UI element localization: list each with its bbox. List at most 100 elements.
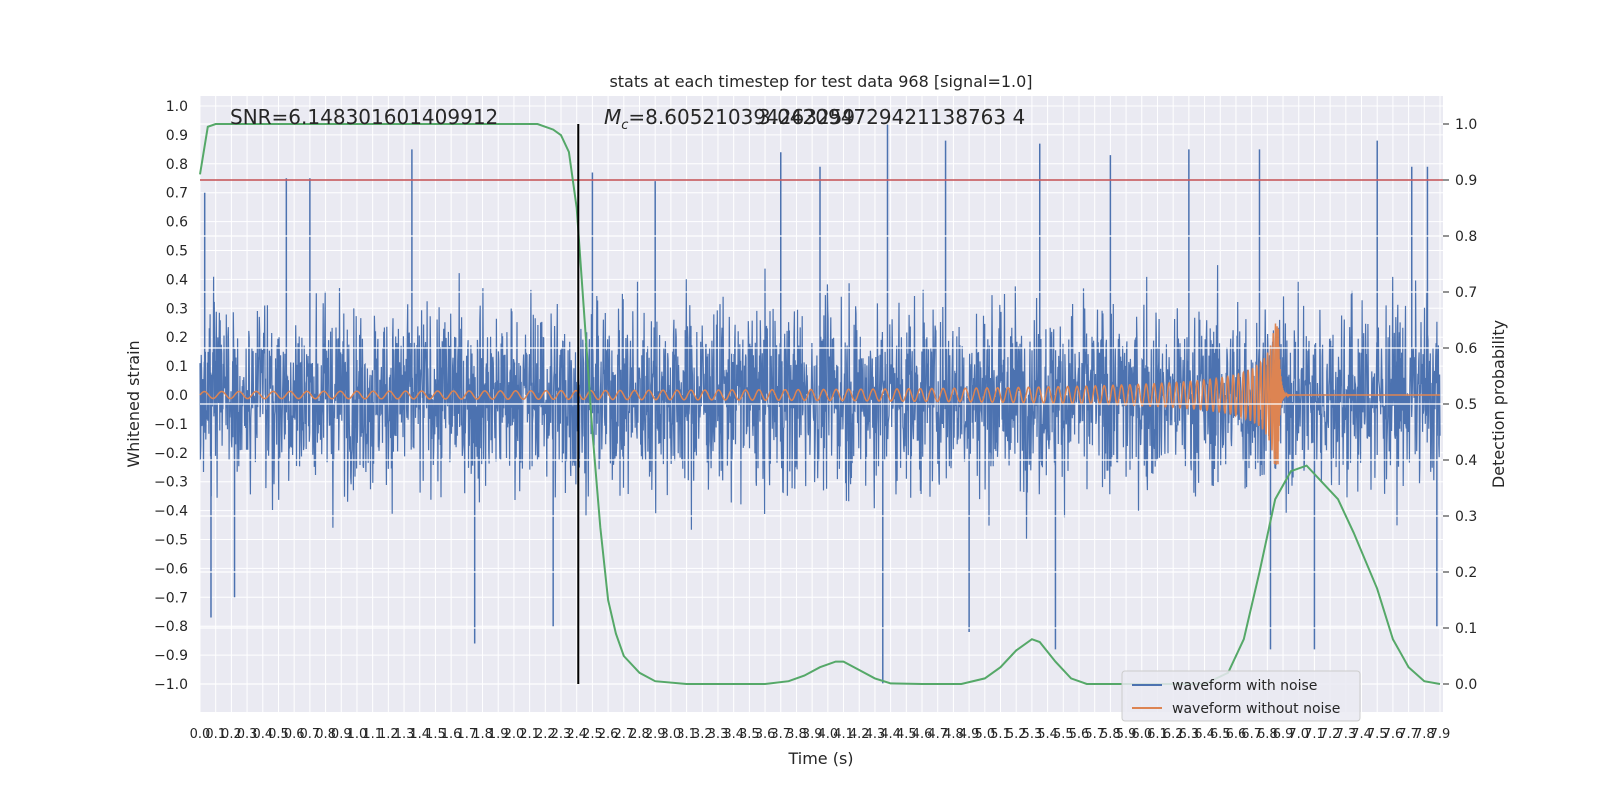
x-tick-label: 2.4 xyxy=(566,727,587,742)
x-tick-label: 3.7 xyxy=(770,727,791,742)
x-tick-label: 5.0 xyxy=(974,727,995,742)
x-tick-label: 2.0 xyxy=(504,727,525,742)
x-tick-label: 6.2 xyxy=(1163,727,1184,742)
y-right-tick-label: 0.4 xyxy=(1455,453,1477,469)
chirp-mass-symbol: M xyxy=(604,105,621,129)
y-left-tick-label: 1.0 xyxy=(166,99,188,115)
x-tick-label: 1.6 xyxy=(441,727,462,742)
y-left-tick-label: 0.0 xyxy=(166,388,188,404)
x-tick-label: 7.5 xyxy=(1367,727,1388,742)
x-tick-label: 0.3 xyxy=(237,727,258,742)
x-tick-label: 5.5 xyxy=(1053,727,1074,742)
series-detection-probability xyxy=(199,123,1441,685)
x-tick-label: 5.4 xyxy=(1037,727,1058,742)
snr-annotation: SNR=6.148301601409912 xyxy=(230,105,498,129)
x-tick-label: 6.4 xyxy=(1194,727,1215,742)
y-right-tick-label: 0.8 xyxy=(1455,229,1477,245)
y-left-tick-label: −0.3 xyxy=(154,475,188,491)
x-tick-label: 6.9 xyxy=(1273,727,1294,742)
x-tick-label: 7.9 xyxy=(1430,727,1451,742)
y-left-tick-label: 0.1 xyxy=(166,359,188,375)
x-tick-label: 5.7 xyxy=(1084,727,1105,742)
x-tick-label: 4.9 xyxy=(959,727,980,742)
x-tick-label: 0.4 xyxy=(252,727,273,742)
y-left-tick-label: −0.7 xyxy=(154,590,188,606)
y-left-tick-label: −0.5 xyxy=(154,533,188,549)
overlap-annotation: 3.042094729421138763 4 xyxy=(758,105,1025,129)
x-tick-label: 2.7 xyxy=(613,727,634,742)
x-tick-label: 2.5 xyxy=(582,727,603,742)
x-tick-label: 2.8 xyxy=(629,727,650,742)
x-tick-label: 1.4 xyxy=(409,727,430,742)
x-tick-label: 7.2 xyxy=(1320,727,1341,742)
x-tick-label: 7.7 xyxy=(1398,727,1419,742)
x-tick-label: 6.3 xyxy=(1179,727,1200,742)
x-tick-label: 3.2 xyxy=(692,727,713,742)
x-tick-label: 2.6 xyxy=(598,727,619,742)
y-left-tick-label: 0.5 xyxy=(166,244,188,260)
y-left-tick-label: 0.9 xyxy=(166,128,188,144)
axes-layer: −1.0 −0.9 −0.8 −0.7 −0.6 −0.5 −0.4 −0.3 −0.2 −0.1… xyxy=(154,99,1477,742)
x-tick-label: 5.6 xyxy=(1069,727,1090,742)
x-tick-label: 6.0 xyxy=(1131,727,1152,742)
x-tick-label: 7.1 xyxy=(1304,727,1325,742)
x-tick-label: 0.9 xyxy=(331,727,352,742)
x-tick-label: 6.8 xyxy=(1257,727,1278,742)
x-tick-label: 1.3 xyxy=(394,727,415,742)
x-tick-label: 7.6 xyxy=(1383,727,1404,742)
x-tick-label: 2.2 xyxy=(535,727,556,742)
y-axis-label-left: Whitened strain xyxy=(124,340,143,467)
y-right-tick-label: 0.1 xyxy=(1455,621,1477,637)
y-right-tick-label: 0.9 xyxy=(1455,173,1477,189)
chirp-mass-subscript: c xyxy=(621,118,628,133)
x-tick-label: 0.6 xyxy=(284,727,305,742)
y-right-tick-label: 0.0 xyxy=(1455,677,1477,693)
y-right-tick-label: 0.6 xyxy=(1455,341,1477,357)
x-tick-label: 6.7 xyxy=(1241,727,1262,742)
x-tick-label: 4.0 xyxy=(818,727,839,742)
x-tick-label: 7.0 xyxy=(1288,727,1309,742)
x-tick-label: 0.1 xyxy=(205,727,226,742)
x-tick-label: 5.3 xyxy=(1022,727,1043,742)
x-tick-label: 6.6 xyxy=(1226,727,1247,742)
y-axis-label-right: Detection probability xyxy=(1489,320,1508,488)
x-tick-label: 3.1 xyxy=(676,727,697,742)
x-tick-label: 7.8 xyxy=(1414,727,1435,742)
legend: waveform with noise waveform without noi… xyxy=(1121,670,1361,722)
y-left-tick-label: −0.9 xyxy=(154,648,188,664)
legend-box xyxy=(1121,670,1361,722)
y-left-tick-label: 0.4 xyxy=(166,272,188,288)
x-tick-label: 1.8 xyxy=(472,727,493,742)
x-tick-label: 3.5 xyxy=(739,727,760,742)
x-tick-label: 1.1 xyxy=(362,727,383,742)
x-tick-label: 1.2 xyxy=(378,727,399,742)
x-tick-label: 0.5 xyxy=(268,727,289,742)
data-layer xyxy=(199,123,1443,685)
x-tick-label: 3.4 xyxy=(723,727,744,742)
x-tick-label: 6.1 xyxy=(1147,727,1168,742)
x-tick-label: 7.4 xyxy=(1351,727,1372,742)
y-left-tick-label: 0.6 xyxy=(166,215,188,231)
x-tick-label: 0.0 xyxy=(190,727,211,742)
legend-label-noise: waveform with noise xyxy=(1172,678,1317,694)
y-left-tick-label: −0.6 xyxy=(154,561,188,577)
y-left-tick-label: 0.2 xyxy=(166,330,188,346)
y-left-tick-label: −0.8 xyxy=(154,619,188,635)
y-left-tick-label: 0.7 xyxy=(166,186,188,202)
y-right-tick-label: 0.7 xyxy=(1455,285,1477,301)
x-tick-label: 3.8 xyxy=(786,727,807,742)
x-tick-label: 3.0 xyxy=(661,727,682,742)
y-right-tick-label: 1.0 xyxy=(1455,117,1477,133)
x-tick-label: 1.9 xyxy=(488,727,509,742)
chart-title: stats at each timestep for test data 968… xyxy=(609,72,1032,91)
x-tick-label: 4.8 xyxy=(943,727,964,742)
x-tick-label: 4.1 xyxy=(833,727,854,742)
y-left-tick-label: −0.2 xyxy=(154,446,188,462)
x-tick-label: 4.2 xyxy=(849,727,870,742)
x-tick-label: 4.4 xyxy=(880,727,901,742)
chirp-mass-annotation: Mc=8.605210394263259 xyxy=(604,105,855,133)
y-right-tick-label: 0.3 xyxy=(1455,509,1477,525)
x-tick-label: 2.1 xyxy=(519,727,540,742)
